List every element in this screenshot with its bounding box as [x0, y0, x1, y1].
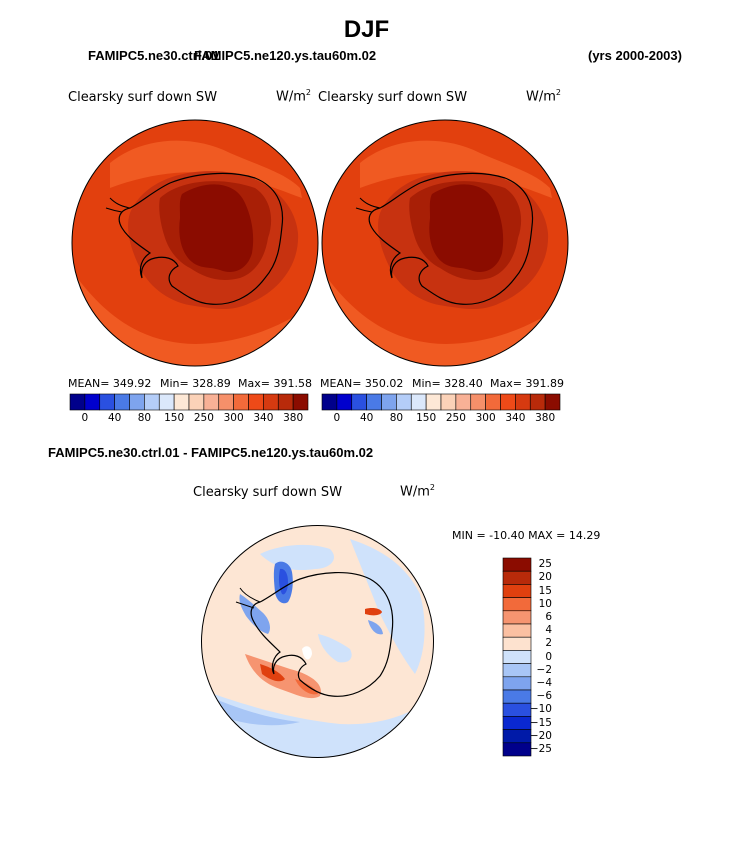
panel1-map: [71, 119, 319, 367]
panel1-mean: MEAN= 349.92: [68, 377, 152, 390]
colorbar-swatch: [114, 393, 130, 411]
colorbar-swatch: [84, 393, 101, 411]
panel2-max: Max= 391.89: [490, 377, 564, 390]
colorbar-tick-label: 4: [545, 624, 552, 637]
panel2-min: Min= 328.40: [412, 377, 483, 390]
colorbar-tick-label: 150: [416, 412, 437, 424]
diff-map: [201, 525, 434, 758]
diff-title: FAMIPC5.ne30.ctrl.01 - FAMIPC5.ne120.ys.…: [48, 445, 374, 460]
panel1-max: Max= 391.58: [238, 377, 312, 390]
colorbar-tick-label: −2: [536, 663, 552, 676]
figure-title: DJF: [343, 16, 390, 43]
colorbar-swatch: [515, 393, 531, 411]
colorbar-tick-label: −6: [536, 690, 552, 703]
colorbar-swatch: [233, 393, 249, 411]
colorbar-tick-label: 40: [107, 412, 122, 424]
panel2-variable: Clearsky surf down SW: [318, 90, 468, 105]
colorbar-tick-label: −20: [529, 729, 552, 742]
panel2-mean: MEAN= 350.02: [320, 377, 404, 390]
colorbar-swatch: [173, 393, 190, 411]
panel2-colorbar: [321, 393, 561, 411]
case-title-right: FAMIPC5.ne120.ys.tau60m.02: [194, 48, 377, 63]
diff-units: W/m2: [400, 483, 435, 500]
diff-minmax: MIN = -10.40 MAX = 14.29: [452, 529, 601, 542]
colorbar-swatch: [321, 393, 338, 411]
colorbar-swatch: [529, 393, 546, 411]
colorbar-swatch: [203, 393, 220, 411]
colorbar-tick-label: −10: [529, 703, 552, 716]
colorbar-tick-label: 250: [193, 412, 214, 424]
diff-variable: Clearsky surf down SW: [193, 485, 343, 500]
colorbar-tick-label: 250: [445, 412, 466, 424]
colorbar-tick-label: 10: [538, 597, 552, 610]
colorbar-tick-label: −4: [536, 677, 552, 689]
colorbar-swatch: [440, 393, 457, 411]
colorbar-swatch: [99, 393, 115, 411]
colorbar-swatch: [188, 393, 205, 411]
colorbar-tick-label: −25: [529, 743, 552, 755]
colorbar-swatch: [470, 393, 486, 411]
colorbar-swatch: [500, 393, 516, 411]
colorbar-swatch: [144, 393, 160, 411]
panel2-map: [321, 119, 569, 367]
colorbar-tick-label: −15: [529, 716, 552, 729]
colorbar-swatch: [502, 742, 532, 757]
colorbar-tick-label: 300: [475, 412, 496, 424]
panel2-units: W/m2: [526, 88, 561, 105]
panel1-min: Min= 328.89: [160, 377, 231, 390]
colorbar-swatch: [381, 393, 397, 411]
colorbar-swatch: [425, 393, 442, 411]
colorbar-swatch: [277, 393, 294, 411]
colorbar-tick-label: 380: [535, 412, 556, 424]
colorbar-tick-label: 0: [545, 650, 552, 663]
colorbar-swatch: [351, 393, 367, 411]
colorbar-tick-label: 150: [164, 412, 185, 424]
diff-colorbar: [502, 557, 532, 757]
colorbar-swatch: [292, 393, 309, 411]
colorbar-tick-label: 340: [505, 412, 526, 424]
colorbar-swatch: [248, 393, 264, 411]
colorbar-swatch: [544, 393, 561, 411]
panel1-units: W/m2: [276, 88, 311, 105]
colorbar-swatch: [396, 393, 412, 411]
colorbar-tick-label: 0: [81, 412, 89, 424]
years-label: (yrs 2000-2003): [588, 48, 682, 63]
colorbar-swatch: [158, 393, 175, 411]
colorbar-tick-label: 340: [253, 412, 274, 424]
colorbar-tick-label: 6: [545, 611, 552, 623]
colorbar-tick-label: 80: [389, 412, 404, 424]
colorbar-tick-label: 20: [538, 571, 552, 584]
colorbar-tick-label: 380: [283, 412, 304, 424]
colorbar-swatch: [336, 393, 353, 411]
colorbar-swatch: [263, 393, 279, 411]
colorbar-swatch: [455, 393, 472, 411]
colorbar-swatch: [129, 393, 145, 411]
colorbar-swatch: [69, 393, 86, 411]
colorbar-tick-label: 80: [137, 412, 152, 424]
colorbar-swatch: [366, 393, 382, 411]
colorbar-tick-label: 0: [333, 412, 341, 424]
colorbar-tick-label: 25: [538, 558, 552, 571]
colorbar-tick-label: 2: [545, 637, 552, 650]
panel1-variable: Clearsky surf down SW: [68, 90, 218, 105]
case-title-left: FAMIPC5.ne30.ctrl.01: [88, 48, 220, 63]
colorbar-tick-label: 300: [223, 412, 244, 424]
colorbar-tick-label: 15: [538, 584, 552, 597]
panel1-colorbar: [69, 393, 309, 411]
colorbar-swatch: [218, 393, 234, 411]
colorbar-tick-label: 40: [359, 412, 374, 424]
colorbar-swatch: [485, 393, 501, 411]
colorbar-swatch: [410, 393, 427, 411]
